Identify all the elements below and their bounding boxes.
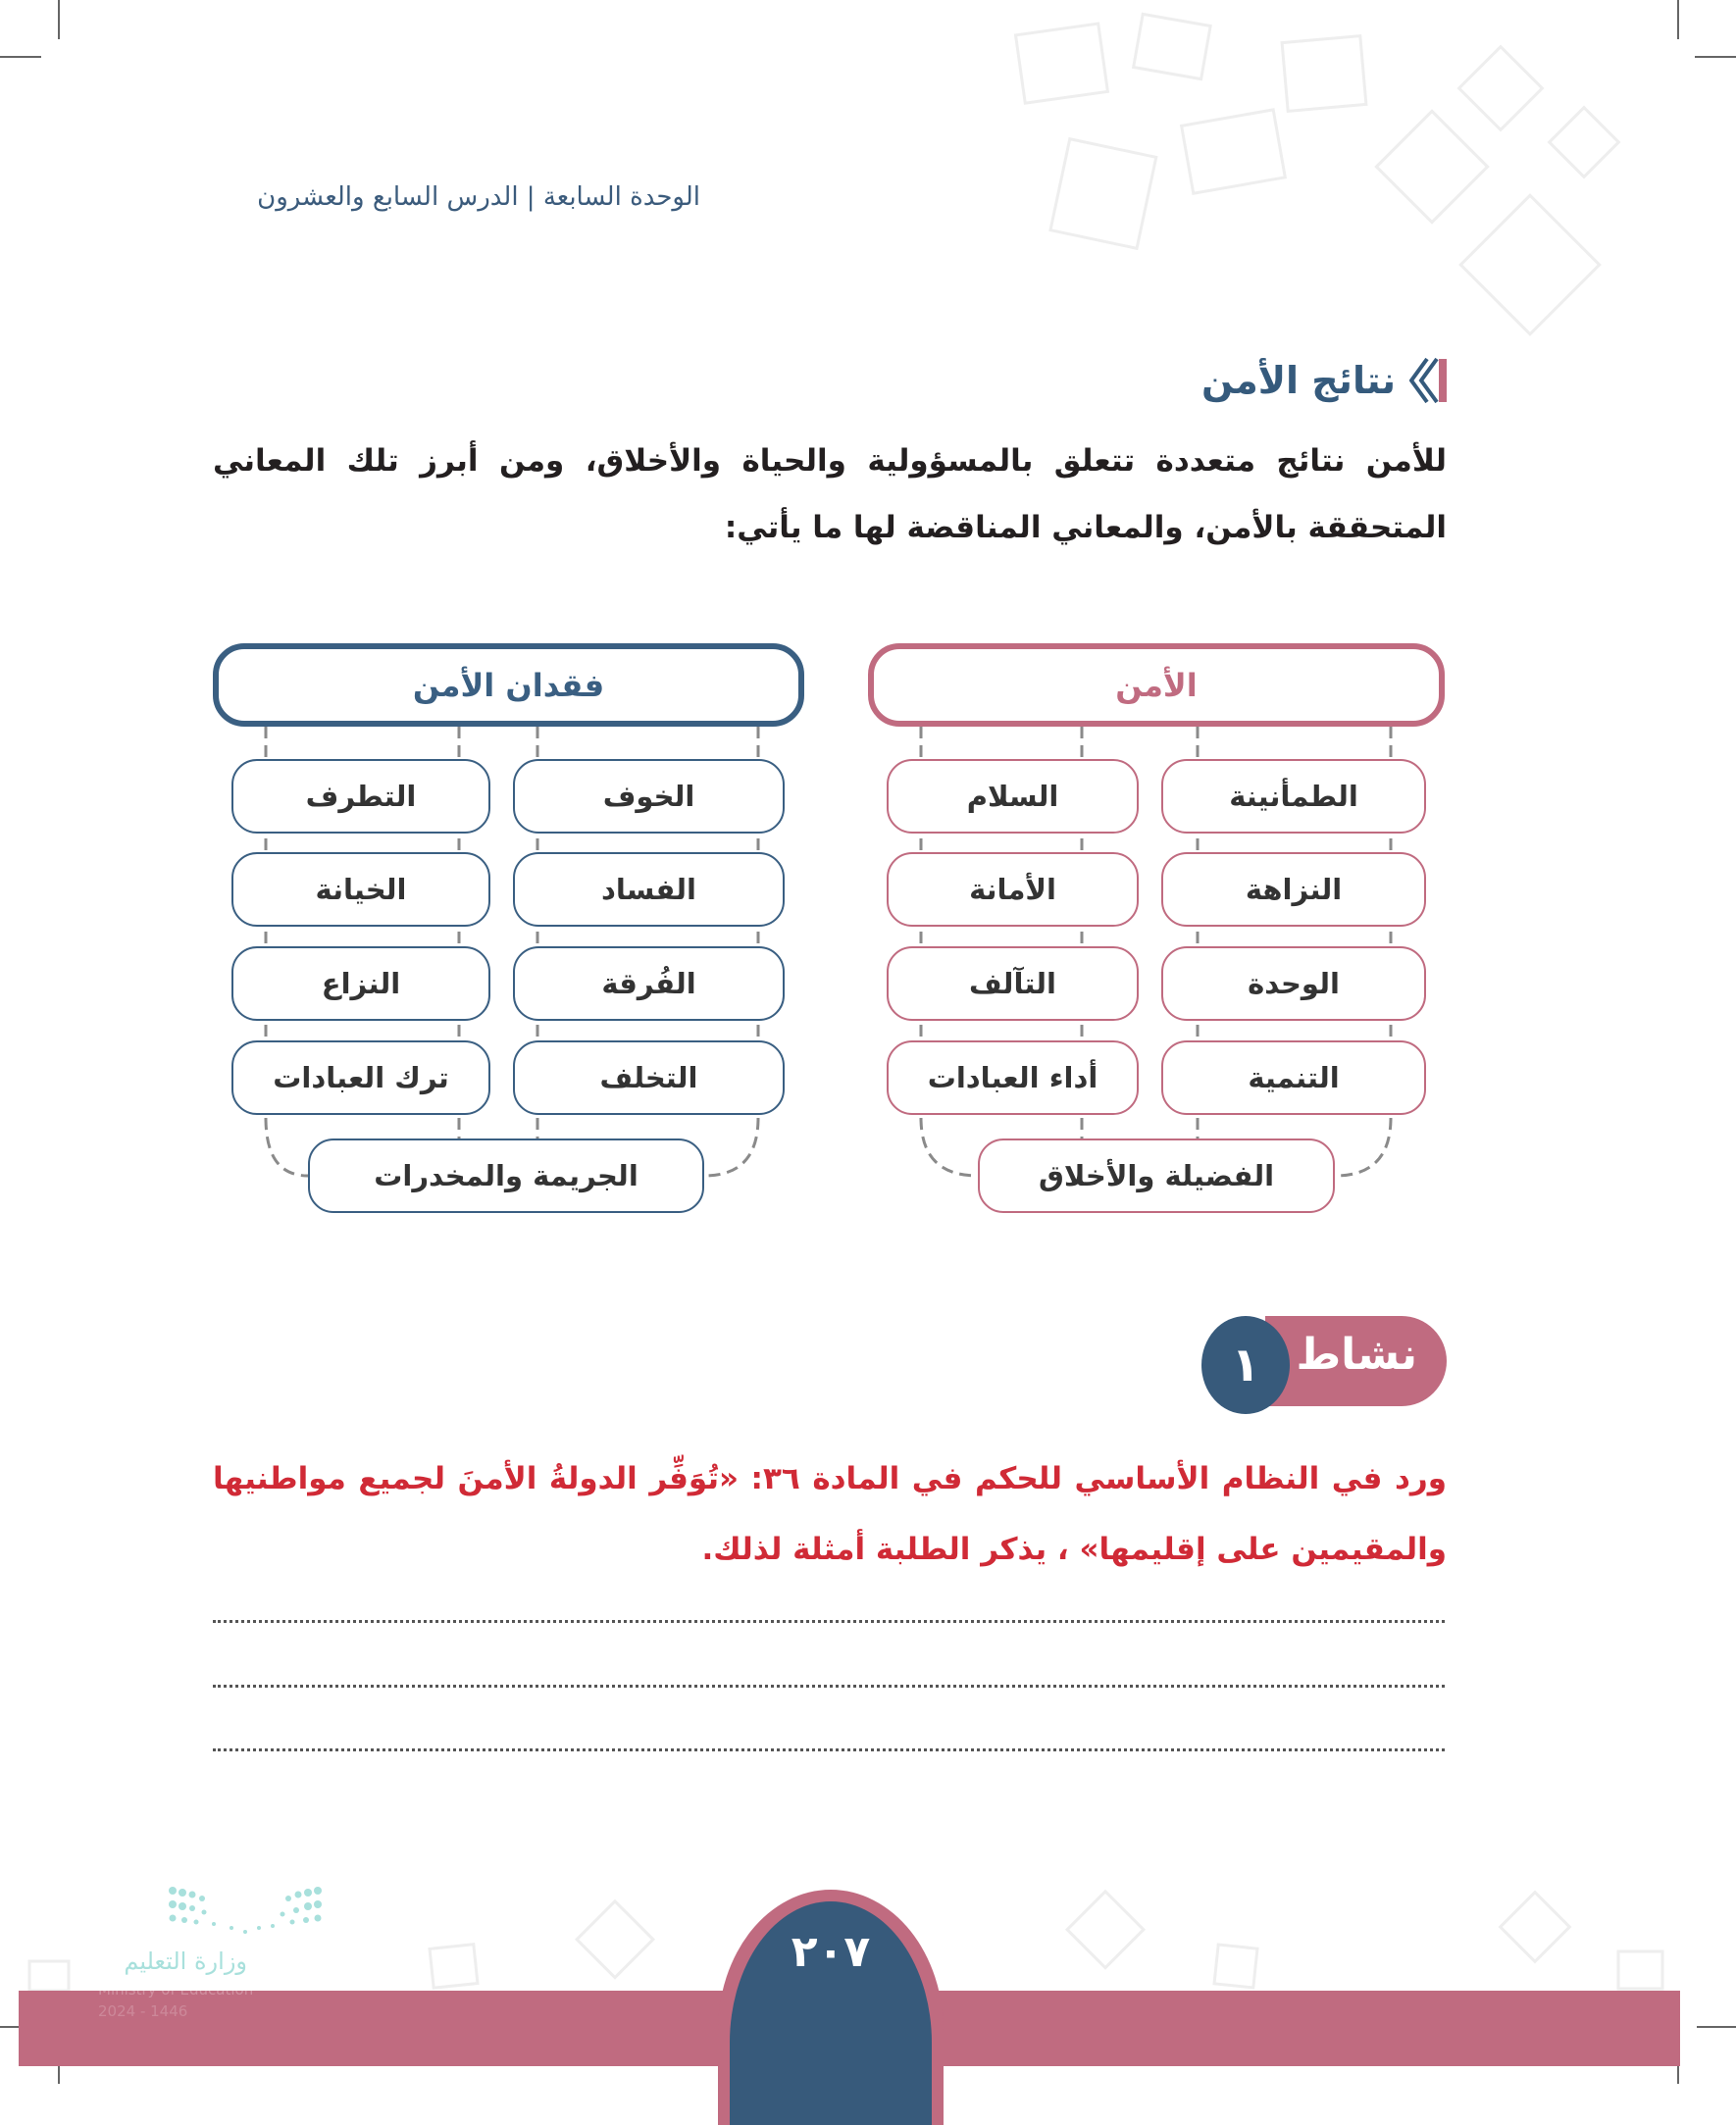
logo-text-en: Ministry of Education <box>98 1981 254 1999</box>
activity-prompt: ورد في النظام الأساسي للحكم في المادة ٣٦… <box>213 1461 1447 1567</box>
activity-label: نشاط <box>1296 1330 1417 1380</box>
insecurity-bottom-item: الجريمة والمخدرات <box>308 1138 704 1213</box>
intro-paragraph: للأمن نتائج متعددة تتعلق بالمسؤولية والح… <box>213 443 1447 545</box>
insecurity-item: ترك العبادات <box>231 1040 490 1115</box>
insecurity-item: النزاع <box>231 946 490 1021</box>
security-item: التآلف <box>887 946 1139 1021</box>
insecurity-item: التطرف <box>231 759 490 834</box>
breadcrumb: الوحدة السابعة | الدرس السابع والعشرون <box>257 182 700 212</box>
ministry-logo-icon <box>169 1887 322 1934</box>
answer-line[interactable] <box>213 1620 1445 1623</box>
page-number: ٢٠٧ <box>791 1927 871 1977</box>
security-item: السلام <box>887 759 1139 834</box>
section-title-text: نتائج الأمن <box>1201 359 1396 402</box>
answer-line[interactable] <box>213 1748 1445 1751</box>
security-item: الأمانة <box>887 852 1139 927</box>
insecurity-item: الفساد <box>513 852 785 927</box>
section-title: نتائج الأمن <box>1201 357 1447 404</box>
insecurity-item: الفُرقة <box>513 946 785 1021</box>
security-bottom-item: الفضيلة والأخلاق <box>978 1138 1335 1213</box>
insecurity-header: فقدان الأمن <box>213 643 804 727</box>
security-header: الأمن <box>868 643 1445 727</box>
security-item: الوحدة <box>1161 946 1426 1021</box>
insecurity-item: الخيانة <box>231 852 490 927</box>
insecurity-item: التخلف <box>513 1040 785 1115</box>
activity-badge: نشاط <box>1265 1316 1447 1406</box>
answer-line[interactable] <box>213 1685 1445 1688</box>
logo-year: 2024 - 1446 <box>98 2002 188 2020</box>
security-item: الطمأنينة <box>1161 759 1426 834</box>
insecurity-item: الخوف <box>513 759 785 834</box>
double-chevron-icon <box>1409 357 1447 404</box>
activity-number: ١ <box>1231 1338 1260 1392</box>
activity-number-badge: ١ <box>1201 1316 1290 1414</box>
security-item: أداء العبادات <box>887 1040 1139 1115</box>
security-item: التنمية <box>1161 1040 1426 1115</box>
logo-text-ar: وزارة التعليم <box>124 1948 247 1975</box>
security-item: النزاهة <box>1161 852 1426 927</box>
